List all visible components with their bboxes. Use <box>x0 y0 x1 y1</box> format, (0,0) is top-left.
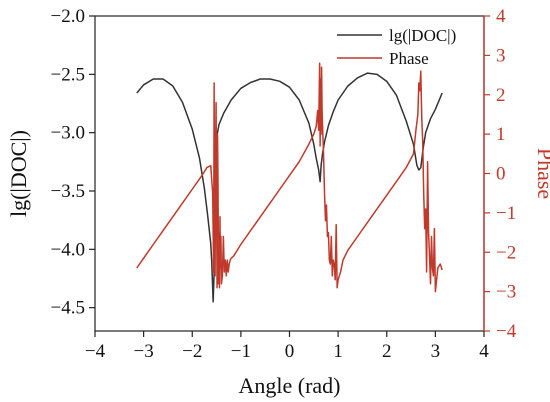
right-y-tick-label: 1 <box>496 124 506 145</box>
legend-label-phase: Phase <box>389 49 429 68</box>
x-tick-label: −2 <box>182 341 202 362</box>
left-y-axis-title: lg(|DOC|) <box>6 130 31 217</box>
right-y-tick-label: 3 <box>496 45 506 66</box>
legend-label-doc: lg(|DOC|) <box>389 26 456 45</box>
right-y-axis-title: Phase <box>533 148 550 199</box>
right-y-tick-label: 4 <box>496 6 506 27</box>
x-tick-label: 4 <box>479 341 489 362</box>
left-y-tick-label: −4.5 <box>51 298 85 319</box>
left-y-tick-label: −3.0 <box>51 123 85 144</box>
x-tick-label: −1 <box>231 341 251 362</box>
series-line-phase <box>136 62 443 293</box>
right-y-tick-label: 2 <box>496 85 506 106</box>
ticks: −4 −3 −2 −1 0 1 2 3 4 −4.5 −4.0 −3.5 −3.0 −2.5 −2.0 −4 −… <box>51 6 517 362</box>
legend: lg(|DOC|) Phase <box>337 26 456 68</box>
right-y-tick-label: 0 <box>496 164 506 185</box>
x-tick-label: 2 <box>382 341 392 362</box>
x-tick-label: 0 <box>285 341 295 362</box>
x-tick-label: 3 <box>431 341 441 362</box>
x-axis-title: Angle (rad) <box>238 373 340 398</box>
left-y-tick-label: −4.0 <box>51 239 85 260</box>
x-tick-label: 1 <box>333 341 343 362</box>
right-y-tick-label: −1 <box>496 203 516 224</box>
right-y-tick-label: −3 <box>496 282 516 303</box>
series-line-doc <box>136 72 443 303</box>
x-tick-label: −4 <box>85 341 106 362</box>
right-y-tick-label: −2 <box>496 242 516 263</box>
left-y-tick-label: −2.5 <box>51 64 85 85</box>
left-y-tick-label: −2.0 <box>51 6 85 27</box>
series <box>136 62 443 303</box>
right-y-tick-label: −4 <box>496 321 517 342</box>
x-tick-label: −3 <box>134 341 154 362</box>
left-y-tick-label: −3.5 <box>51 181 85 202</box>
